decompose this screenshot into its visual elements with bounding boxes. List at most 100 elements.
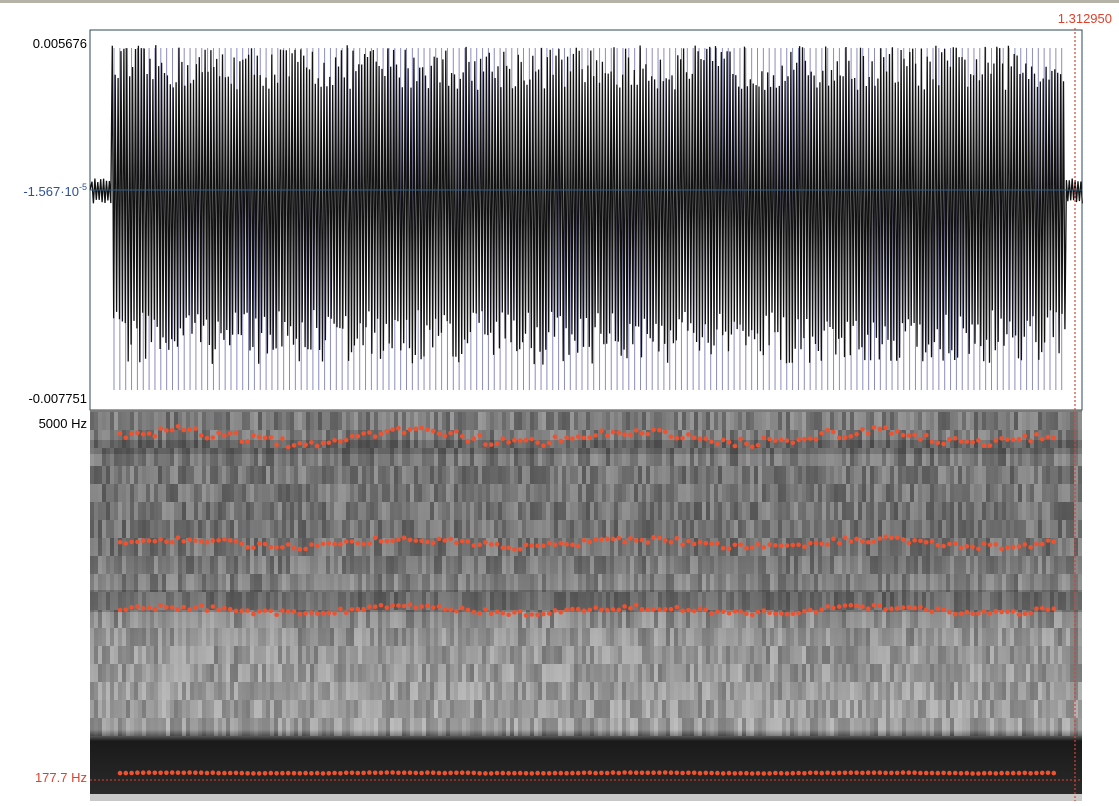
formant-dot — [373, 536, 378, 541]
spec-cell — [698, 646, 702, 664]
spec-cell — [866, 466, 870, 484]
spec-cell — [478, 538, 482, 556]
spec-cell — [810, 502, 814, 520]
spec-cell — [1010, 412, 1014, 430]
spec-cell — [338, 520, 342, 538]
spec-cell — [466, 664, 470, 682]
spec-cell — [662, 646, 666, 664]
spec-cell — [1066, 700, 1070, 718]
spec-cell — [90, 646, 94, 664]
spec-cell — [726, 628, 730, 646]
spec-cell — [438, 556, 442, 574]
spec-cell — [366, 646, 370, 664]
spec-cell — [582, 682, 586, 700]
spec-cell — [746, 466, 750, 484]
spec-cell — [186, 646, 190, 664]
spec-cell — [742, 412, 746, 430]
spec-cell — [206, 700, 210, 718]
spec-cell — [938, 466, 942, 484]
spec-cell — [362, 610, 366, 628]
spec-cell — [242, 556, 246, 574]
spec-cell — [354, 664, 358, 682]
spec-cell — [874, 664, 878, 682]
spec-cell — [214, 628, 218, 646]
spec-cell — [314, 718, 318, 736]
spec-cell — [330, 412, 334, 430]
spec-cell — [390, 556, 394, 574]
spec-cell — [110, 664, 114, 682]
spec-cell — [1078, 556, 1082, 574]
spec-cell — [982, 538, 986, 556]
spec-cell — [858, 502, 862, 520]
spec-cell — [486, 574, 490, 592]
spec-cell — [690, 556, 694, 574]
spec-cell — [642, 646, 646, 664]
spec-cell — [706, 466, 710, 484]
spec-cell — [202, 718, 206, 736]
spec-cell — [814, 520, 818, 538]
spec-cell — [818, 520, 822, 538]
formant-dot — [854, 432, 859, 437]
spec-cell — [958, 718, 962, 736]
spec-cell — [194, 574, 198, 592]
spec-cell — [430, 700, 434, 718]
spec-cell — [734, 628, 738, 646]
formant-dot — [663, 430, 668, 435]
spec-cell — [210, 682, 214, 700]
spec-cell — [778, 484, 782, 502]
formant-dot — [843, 435, 848, 440]
spec-cell — [786, 718, 790, 736]
spec-cell — [970, 574, 974, 592]
spec-cell — [602, 556, 606, 574]
spec-cell — [534, 412, 538, 430]
spec-cell — [782, 664, 786, 682]
spec-cell — [258, 664, 262, 682]
spec-cell — [1058, 664, 1062, 682]
spec-cell — [974, 466, 978, 484]
spec-cell — [174, 610, 178, 628]
spec-cell — [638, 646, 642, 664]
spec-cell — [530, 700, 534, 718]
spec-cell — [422, 664, 426, 682]
spec-cell — [398, 556, 402, 574]
spec-cell — [1046, 628, 1050, 646]
spec-cell — [354, 646, 358, 664]
spec-cell — [638, 556, 642, 574]
spec-cell — [170, 664, 174, 682]
spec-cell — [258, 682, 262, 700]
spec-cell — [350, 556, 354, 574]
formant-dot — [257, 609, 262, 614]
spec-cell — [790, 718, 794, 736]
spec-cell — [286, 664, 290, 682]
spec-cell — [622, 646, 626, 664]
spec-cell — [890, 484, 894, 502]
spec-cell — [558, 556, 562, 574]
formant-dot — [825, 542, 830, 547]
spec-cell — [618, 610, 622, 628]
spec-cell — [554, 610, 558, 628]
spec-cell — [370, 412, 374, 430]
spec-cell — [474, 628, 478, 646]
spec-cell — [642, 412, 646, 430]
spec-cell — [506, 646, 510, 664]
spec-cell — [170, 484, 174, 502]
spec-cell — [1042, 646, 1046, 664]
formant-dot — [199, 539, 204, 544]
spec-cell — [646, 628, 650, 646]
spec-cell — [774, 718, 778, 736]
spec-cell — [830, 520, 834, 538]
spec-cell — [294, 700, 298, 718]
spec-cell — [222, 412, 226, 430]
formant-dot — [860, 427, 865, 432]
spec-cell — [506, 700, 510, 718]
formant-dot — [988, 443, 993, 448]
spec-cell — [998, 718, 1002, 736]
spec-cell — [1014, 628, 1018, 646]
spec-cell — [898, 682, 902, 700]
spec-cell — [734, 412, 738, 430]
formant-dot — [286, 609, 291, 614]
spec-cell — [110, 700, 114, 718]
spec-cell — [426, 700, 430, 718]
spec-cell — [118, 646, 122, 664]
spec-cell — [1002, 484, 1006, 502]
